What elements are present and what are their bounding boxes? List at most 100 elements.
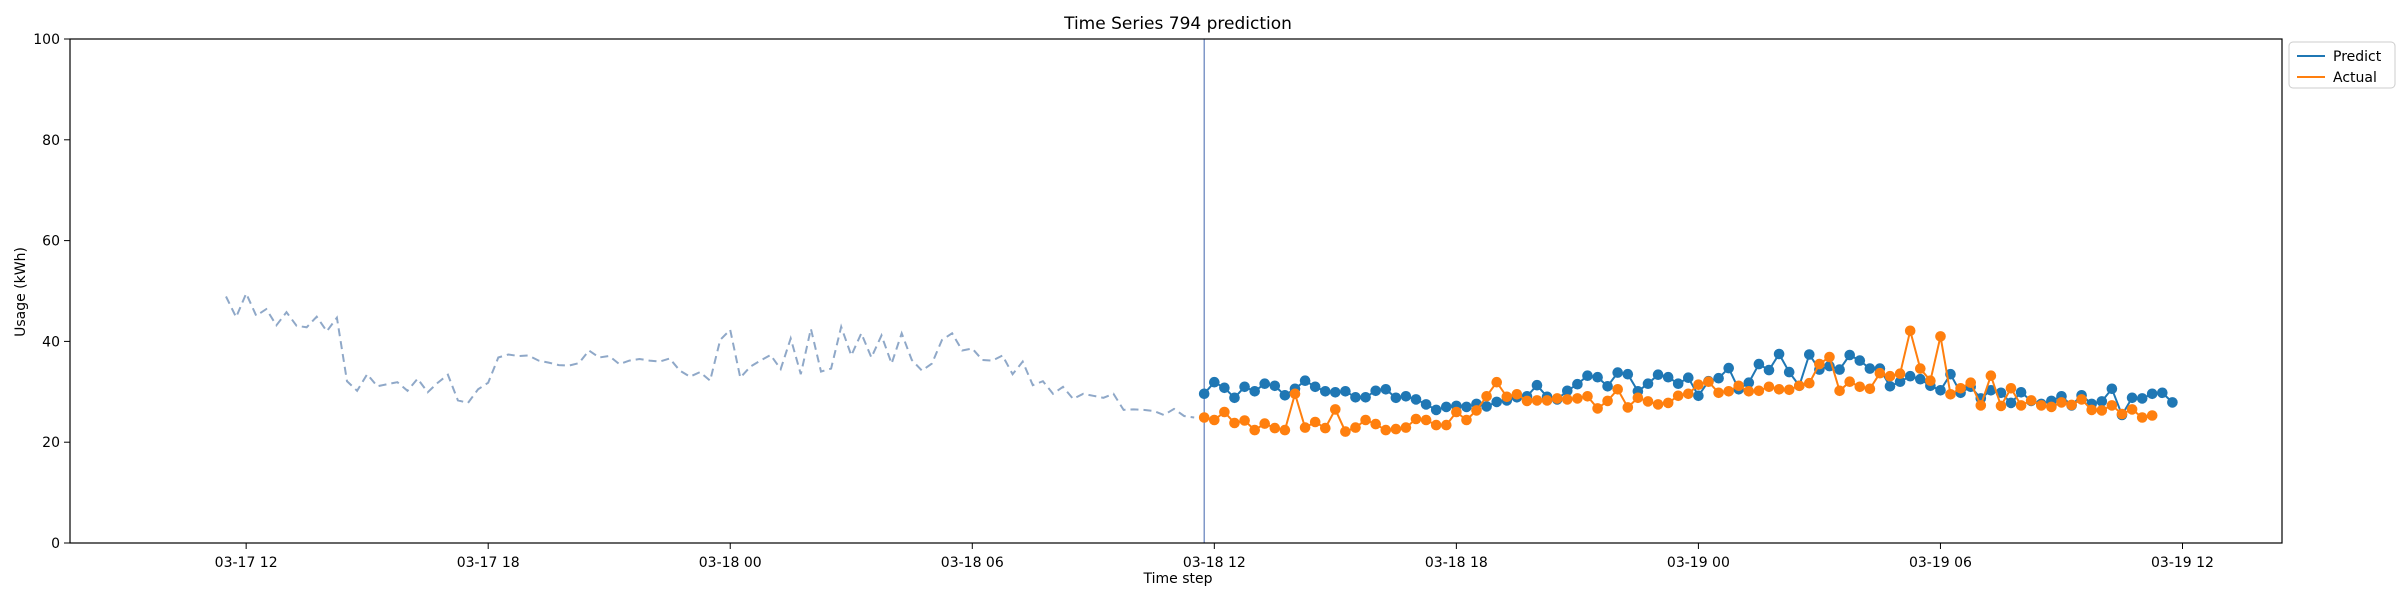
actual-point	[1985, 370, 1997, 382]
actual-point	[1572, 393, 1583, 404]
actual-point	[1874, 367, 1886, 379]
actual-point	[1400, 422, 1412, 433]
actual-point	[1269, 422, 1281, 434]
x-tick-label: 03-19 06	[1909, 555, 1972, 571]
x-axis: 03-17 12 03-17 18 03-18 00 03-18 06 03-18 12…	[215, 543, 2214, 571]
actual-point	[1582, 391, 1593, 402]
actual-point	[1995, 400, 2007, 412]
actual-point	[1330, 404, 1341, 415]
predict-point	[1985, 385, 1997, 396]
actual-point	[1864, 383, 1876, 395]
actual-point	[1289, 388, 1301, 400]
actual-point	[1370, 418, 1381, 430]
actual-point	[2066, 399, 2077, 411]
predict-point	[1672, 378, 1684, 390]
actual-point	[1794, 380, 1805, 392]
predict-point	[1198, 388, 1210, 400]
actual-point	[1259, 418, 1270, 429]
predict-point	[1269, 380, 1281, 392]
predict-point	[1723, 362, 1734, 374]
actual-point	[1683, 388, 1694, 400]
x-tick-label: 03-19 00	[1667, 555, 1730, 571]
actual-point	[1380, 424, 1392, 436]
predict-point	[2146, 388, 2158, 400]
predict-point	[2157, 387, 2168, 399]
predict-point	[2136, 393, 2148, 404]
actual-point	[2005, 383, 2017, 394]
actual-point	[1209, 414, 1220, 426]
actual-point	[2096, 405, 2108, 416]
predict-point	[1804, 349, 1815, 360]
predict-point	[1461, 401, 1472, 413]
actual-point	[2076, 394, 2087, 405]
actual-point	[1834, 385, 1845, 397]
actual-point	[1279, 424, 1291, 436]
actual-point	[1884, 370, 1896, 382]
predict-point	[2096, 396, 2108, 407]
predict-point	[1572, 378, 1583, 390]
predict-point	[1309, 381, 1321, 393]
predict-point	[1904, 370, 1916, 382]
predict-point	[1370, 385, 1381, 397]
actual-point	[1935, 331, 1946, 342]
actual-point	[2116, 408, 2128, 420]
predict-point	[1652, 369, 1664, 381]
plot-area	[69, 38, 2283, 544]
actual-point	[1531, 395, 1543, 406]
legend-label-actual: Actual	[2333, 70, 2377, 86]
predict-point	[1753, 358, 1765, 370]
predict-point	[1410, 394, 1422, 405]
predict-point	[1330, 387, 1341, 398]
predict-point	[1481, 401, 1492, 412]
predict-point	[1642, 378, 1654, 390]
y-tick-label: 100	[33, 32, 60, 48]
predict-point	[1894, 376, 1906, 388]
actual-point	[1632, 392, 1644, 404]
actual-point	[1461, 414, 1472, 426]
actual-point	[1249, 424, 1260, 436]
y-tick-label: 0	[51, 536, 60, 552]
actual-point	[1965, 377, 1976, 389]
predict-point	[1420, 399, 1432, 410]
actual-point	[1723, 386, 1734, 397]
actual-point	[1824, 351, 1835, 363]
y-tick-label: 20	[42, 435, 60, 451]
actual-point	[2126, 404, 2138, 415]
actual-point	[1350, 422, 1361, 433]
predict-point	[2005, 397, 2017, 409]
x-tick-label: 03-18 06	[941, 555, 1004, 571]
actual-point	[1229, 417, 1240, 429]
actual-point	[1239, 415, 1250, 426]
legend: Predict Actual	[2288, 41, 2396, 89]
predict-point	[1713, 372, 1724, 384]
predict-point	[1390, 392, 1402, 404]
predict-point	[1430, 404, 1442, 416]
actual-point	[1703, 376, 1714, 388]
predict-point	[1783, 366, 1795, 378]
actual-point	[2015, 400, 2027, 411]
x-tick-label: 03-19 12	[2151, 555, 2214, 571]
x-tick-label: 03-18 18	[1425, 555, 1488, 571]
actual-point	[1481, 391, 1492, 402]
predict-point	[1743, 377, 1755, 389]
actual-point	[1602, 395, 1613, 407]
x-tick-label: 03-18 12	[1183, 555, 1246, 571]
actual-point	[1219, 406, 1230, 418]
plot-frame	[69, 38, 2283, 544]
history-line	[225, 291, 1195, 419]
actual-point	[1198, 412, 1210, 423]
predict-point	[1360, 392, 1371, 403]
actual-point	[1662, 397, 1674, 409]
actual-point	[1501, 391, 1513, 403]
predict-point	[1259, 378, 1270, 390]
predict-point	[1229, 392, 1240, 404]
predict-point	[1693, 390, 1704, 402]
predict-point	[2015, 387, 2027, 398]
predict-point	[1884, 381, 1896, 392]
actual-point	[1713, 387, 1724, 399]
predict-point	[2106, 383, 2118, 395]
predict-point	[1219, 382, 1230, 394]
predict-point	[1299, 375, 1311, 387]
